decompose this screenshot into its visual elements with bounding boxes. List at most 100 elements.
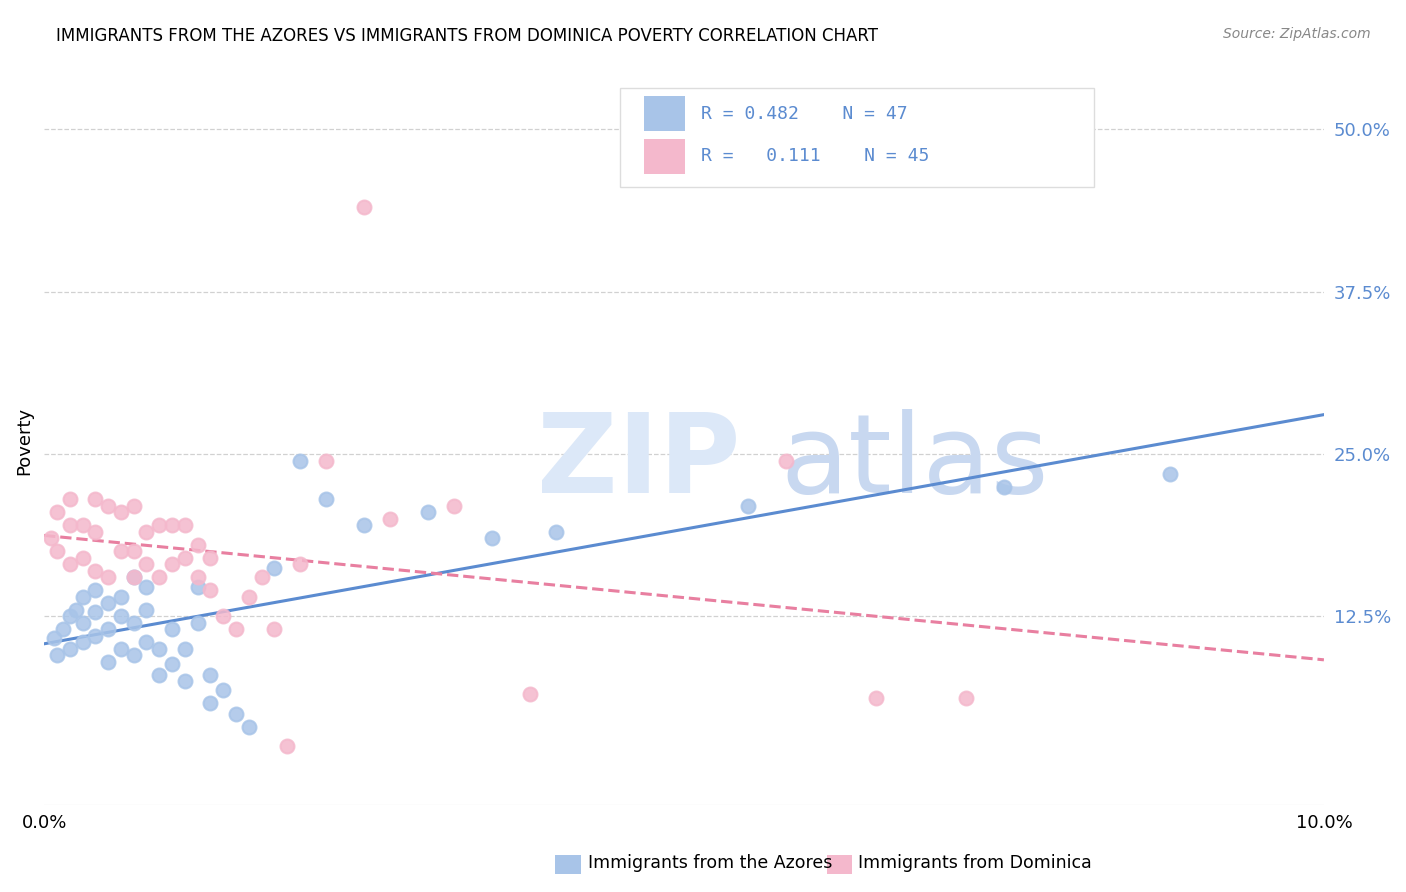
Point (212, 683, 235, 698)
Bar (644, 139, 685, 174)
Point (135, 558, 157, 572)
Point (187, 538, 209, 552)
Point (97, 499, 120, 513)
Point (110, 590, 132, 604)
Point (148, 641, 170, 656)
Point (378, 512, 401, 526)
Point (72, 615, 94, 630)
Point (276, 739, 298, 754)
Point (315, 492, 337, 507)
Point (187, 615, 209, 630)
Point (187, 580, 209, 594)
Point (97, 655, 120, 669)
Point (45, 544, 67, 558)
FancyBboxPatch shape (620, 88, 1094, 186)
Text: IMMIGRANTS FROM THE AZORES VS IMMIGRANTS FROM DOMINICA POVERTY CORRELATION CHART: IMMIGRANTS FROM THE AZORES VS IMMIGRANTS… (56, 27, 879, 45)
Point (122, 499, 145, 513)
Point (250, 570, 273, 584)
Point (135, 635, 157, 649)
Point (39, 532, 62, 546)
Point (122, 570, 145, 584)
Point (225, 623, 247, 637)
Point (72, 635, 94, 649)
Point (59, 492, 82, 507)
Point (865, 691, 887, 706)
Point (148, 518, 170, 533)
Point (72, 590, 94, 604)
Point (97, 623, 120, 637)
Point (97, 596, 120, 610)
Point (955, 691, 977, 706)
Point (212, 609, 235, 624)
Point (110, 609, 132, 624)
Point (72, 550, 94, 565)
Point (238, 720, 260, 734)
Point (416, 506, 439, 520)
Point (775, 453, 797, 467)
Point (122, 570, 145, 584)
Point (110, 544, 132, 558)
Point (84, 492, 107, 507)
Point (288, 453, 311, 467)
Point (110, 641, 132, 656)
Point (148, 570, 170, 584)
Point (122, 544, 145, 558)
Bar (644, 96, 685, 131)
Point (52, 623, 75, 637)
Point (122, 648, 145, 663)
Point (122, 615, 145, 630)
Point (225, 706, 247, 721)
Point (173, 518, 195, 533)
Point (1159, 467, 1181, 481)
Point (200, 550, 222, 565)
Point (160, 518, 183, 533)
Point (45, 648, 67, 663)
Point (84, 564, 107, 578)
Point (148, 668, 170, 682)
Point (288, 558, 311, 572)
Point (84, 524, 107, 539)
Point (160, 623, 183, 637)
Text: Immigrants from the Azores: Immigrants from the Azores (588, 855, 832, 872)
Point (481, 532, 503, 546)
Point (59, 641, 82, 656)
Point (160, 558, 183, 572)
Point (59, 558, 82, 572)
Point (110, 506, 132, 520)
Point (353, 200, 375, 214)
Point (135, 603, 157, 617)
Point (45, 506, 67, 520)
Point (200, 668, 222, 682)
Point (443, 499, 465, 513)
Point (72, 518, 94, 533)
Point (173, 674, 195, 689)
Point (263, 623, 285, 637)
Point (59, 518, 82, 533)
Point (84, 629, 107, 643)
Text: Immigrants from Dominica: Immigrants from Dominica (858, 855, 1091, 872)
Point (315, 453, 337, 467)
Text: Source: ZipAtlas.com: Source: ZipAtlas.com (1223, 27, 1371, 41)
Point (173, 641, 195, 656)
Text: R =   0.111    N = 45: R = 0.111 N = 45 (700, 147, 929, 165)
Point (59, 609, 82, 624)
Point (993, 479, 1015, 493)
Point (519, 687, 541, 701)
Point (737, 499, 759, 513)
Point (187, 570, 209, 584)
Point (65, 603, 87, 617)
Point (44, 632, 66, 646)
Point (200, 697, 222, 711)
Point (84, 606, 107, 620)
Point (135, 524, 157, 539)
Point (200, 583, 222, 598)
Y-axis label: Poverty: Poverty (15, 407, 32, 475)
Point (263, 561, 285, 575)
Text: R = 0.482    N = 47: R = 0.482 N = 47 (700, 104, 907, 122)
Text: atlas: atlas (780, 409, 1049, 516)
Text: ZIP: ZIP (537, 409, 740, 516)
Point (173, 550, 195, 565)
Point (544, 524, 567, 539)
Point (238, 590, 260, 604)
Point (160, 657, 183, 672)
